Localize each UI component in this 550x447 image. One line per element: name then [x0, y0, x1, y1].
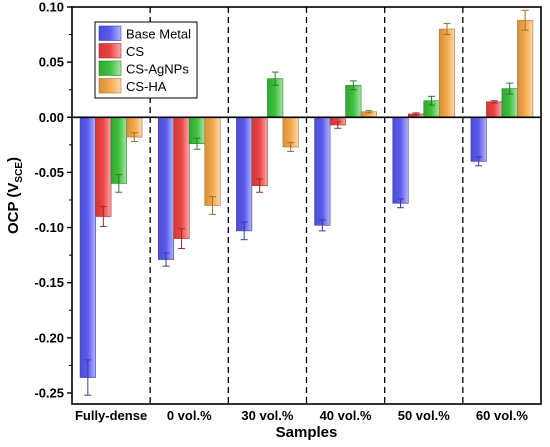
bar-cs-fully-dense — [95, 116, 112, 217]
error-bar-base-metal-60-vol — [475, 156, 483, 167]
error-bar-cs-30-vol — [256, 178, 264, 193]
y-tick-label: 0.10 — [39, 0, 64, 15]
error-bar-cs-ha-50-vol — [443, 23, 451, 36]
bar-base-metal-50-vol — [392, 116, 409, 204]
error-bar-cs-60-vol — [490, 100, 498, 104]
plot-frame — [71, 6, 542, 405]
legend: Base Metal CS CS-AgNPs CS-HA — [94, 21, 198, 99]
error-bar-cs-ha-40-vol — [365, 110, 373, 114]
legend-swatch — [98, 60, 122, 76]
error-bar-cs-50-vol — [412, 112, 420, 116]
y-tick-label: 0.05 — [39, 55, 64, 70]
error-bar-cs-0-vol — [178, 228, 185, 250]
error-bar-cs-fully-dense — [99, 206, 107, 227]
error-bar-cs-agnps-40-vol — [349, 80, 357, 91]
x-tick-label: 30 vol.% — [241, 408, 293, 423]
error-bar-cs-ha-fully-dense — [130, 132, 138, 143]
error-bar-base-metal-40-vol — [318, 219, 326, 232]
error-bar-cs-agnps-60-vol — [506, 82, 514, 95]
error-bar-cs-ha-60-vol — [521, 9, 529, 31]
legend-label: CS-AgNPs — [126, 62, 189, 77]
x-tick-label: 50 vol.% — [398, 408, 450, 423]
legend-swatch — [98, 25, 122, 41]
bar-cs-ha-50-vol — [438, 28, 456, 118]
bars-layer — [79, 9, 534, 396]
y-tick-label: -0.15 — [34, 275, 64, 290]
error-bar-cs-agnps-50-vol — [428, 95, 435, 106]
error-bar-cs-agnps-30-vol — [271, 71, 279, 86]
error-bar-cs-agnps-0-vol — [193, 137, 201, 150]
error-bar-base-metal-30-vol — [240, 221, 248, 241]
x-tick-label: 0 vol.% — [167, 408, 212, 423]
bar-base-metal-30-vol — [236, 116, 253, 232]
y-tick-label: -0.10 — [34, 220, 64, 235]
x-tick-label: Fully-dense — [75, 408, 147, 423]
y-axis: 0.10 0.05 0.00 -0.05 -0.10 -0.15 -0.20 -0.25 — [34, 0, 72, 400]
x-tick-label: 40 vol.% — [320, 408, 372, 423]
error-bar-cs-ha-0-vol — [209, 196, 216, 215]
y-tick-label: -0.20 — [34, 330, 64, 345]
legend-label: CS — [126, 44, 144, 59]
legend-label: Base Metal — [126, 27, 191, 42]
error-bar-base-metal-fully-dense — [84, 359, 92, 396]
bar-cs-30-vol — [251, 116, 268, 186]
y-tick-label: -0.05 — [34, 165, 64, 180]
error-bar-base-metal-50-vol — [397, 198, 404, 209]
y-tick-label: -0.25 — [34, 385, 64, 400]
x-tick-label: 60 vol.% — [476, 408, 528, 423]
bar-base-metal-0-vol — [157, 116, 175, 260]
error-bar-cs-ha-30-vol — [287, 142, 295, 152]
error-bar-base-metal-0-vol — [162, 252, 170, 267]
bar-cs-agnps-fully-dense — [110, 116, 127, 184]
bar-cs-ha-60-vol — [517, 19, 534, 118]
legend-swatch — [98, 78, 122, 94]
bar-base-metal-40-vol — [314, 116, 331, 226]
error-bar-cs-agnps-fully-dense — [115, 174, 123, 193]
bar-cs-60-vol — [486, 101, 503, 118]
bar-base-metal-fully-dense — [79, 116, 96, 378]
y-axis-label: OCP (VSCE) — [5, 157, 25, 234]
bar-cs-0-vol — [173, 116, 190, 239]
x-axis-label: Samples — [276, 424, 338, 441]
bar-base-metal-60-vol — [470, 116, 487, 162]
legend-label: CS-HA — [126, 79, 167, 94]
y-tick-label: 0.00 — [39, 110, 64, 125]
bar-cs-ha-0-vol — [204, 116, 221, 206]
legend-swatch — [98, 43, 122, 59]
error-bar-cs-40-vol — [334, 121, 342, 129]
x-axis: Fully-dense 0 vol.% 30 vol.% 40 vol.% 50 vol… — [75, 408, 528, 423]
category-dividers — [149, 7, 464, 404]
